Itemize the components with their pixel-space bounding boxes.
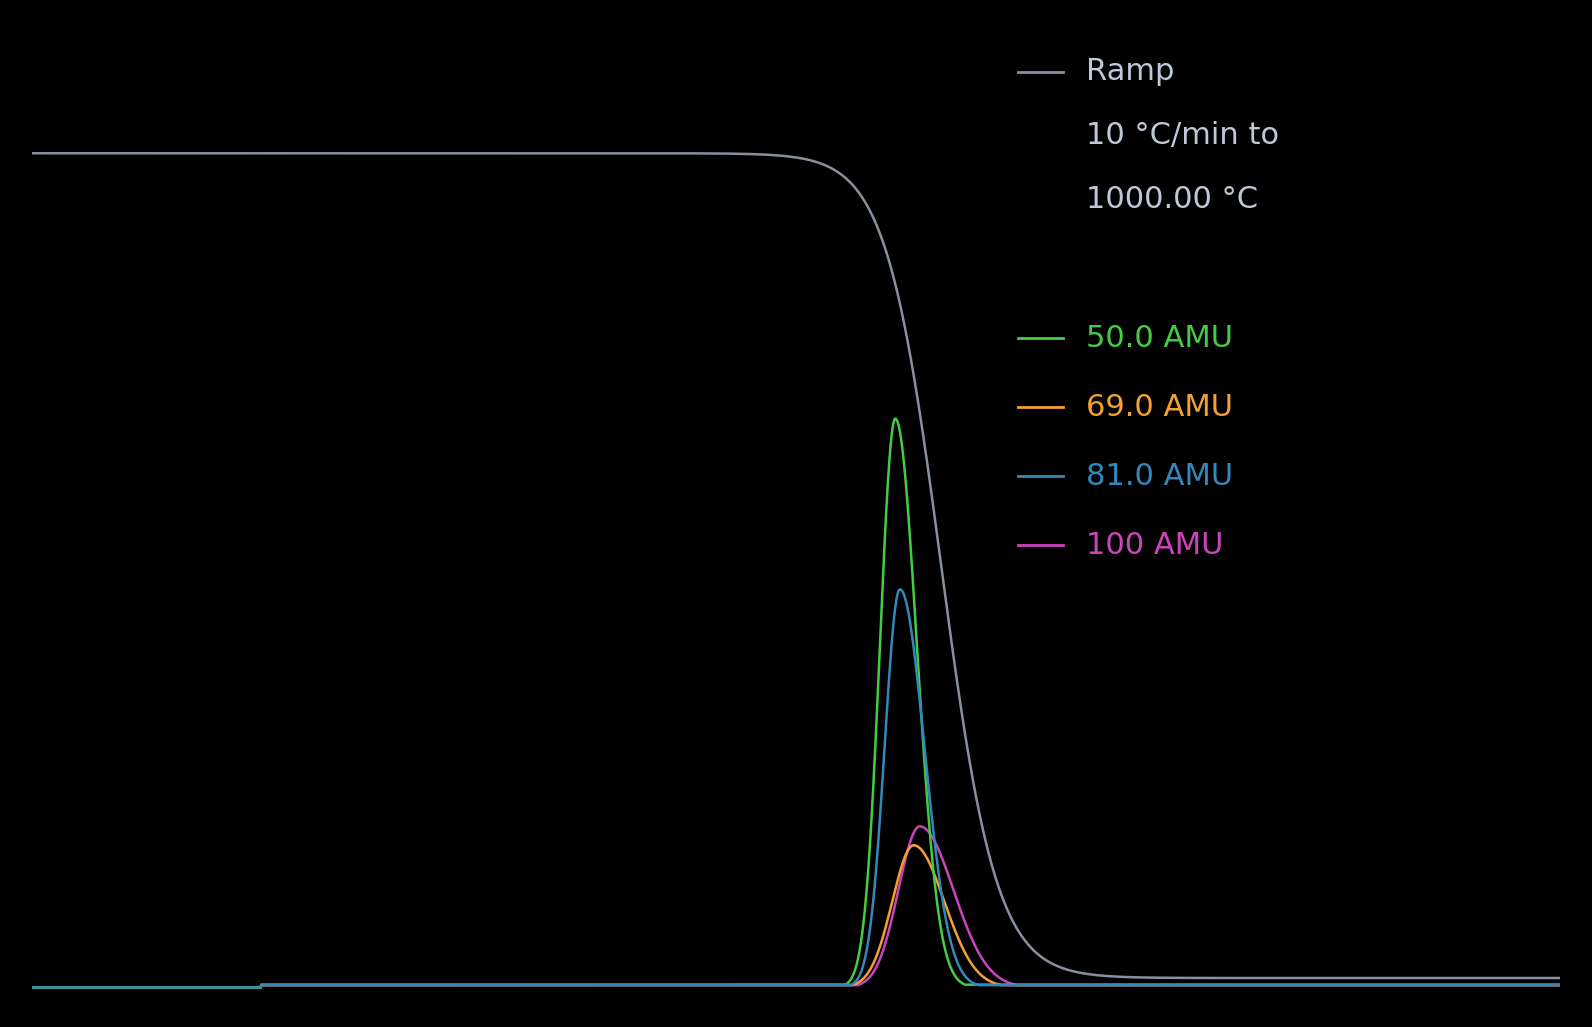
Text: 69.0 AMU: 69.0 AMU — [1086, 392, 1234, 421]
Text: 50.0 AMU: 50.0 AMU — [1086, 324, 1234, 352]
Text: 10 °C/min to: 10 °C/min to — [1086, 121, 1280, 150]
Text: 100 AMU: 100 AMU — [1086, 531, 1224, 560]
Text: 1000.00 °C: 1000.00 °C — [1086, 186, 1259, 215]
Text: Ramp: Ramp — [1086, 58, 1175, 86]
Text: 81.0 AMU: 81.0 AMU — [1086, 461, 1234, 491]
